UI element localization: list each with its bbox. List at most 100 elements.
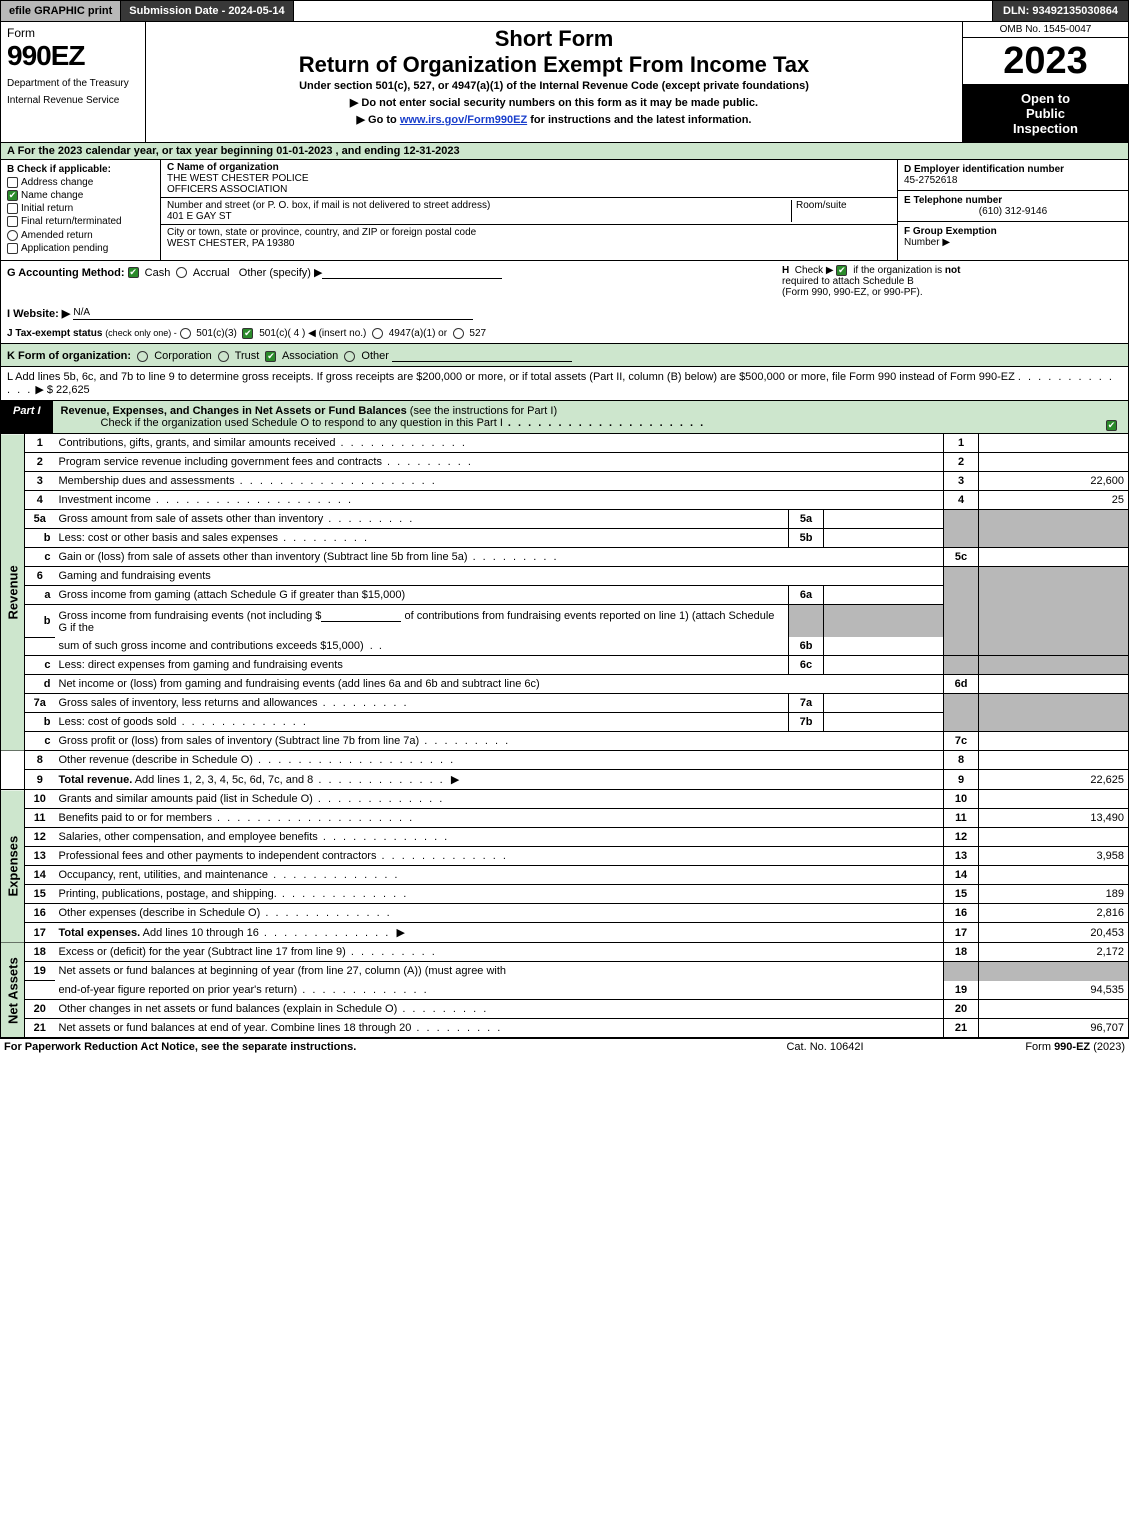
line-18-num: 18 <box>25 943 55 962</box>
application-pending-checkbox[interactable]: Application pending <box>7 243 154 254</box>
line-6a-desc: Gross income from gaming (attach Schedul… <box>59 589 406 601</box>
line-5c-numcol: 5c <box>944 548 979 567</box>
line-7a-miniblank <box>824 694 944 713</box>
part-1-schedule-o-checkbox[interactable]: ✔ <box>1098 401 1128 433</box>
line-5a-num: 5a <box>25 510 55 529</box>
form-label: Form <box>7 26 139 40</box>
address-change-checkbox[interactable]: Address change <box>7 177 154 188</box>
line-6a-num: a <box>25 586 55 605</box>
j-501c3-radio[interactable] <box>180 328 191 339</box>
l-amount: $ 22,625 <box>47 384 90 396</box>
initial-return-checkbox[interactable]: Initial return <box>7 203 154 214</box>
line-10-amount <box>979 790 1129 809</box>
line-5a-desc: Gross amount from sale of assets other t… <box>59 513 324 525</box>
efile-print-button[interactable]: efile GRAPHIC print <box>1 1 121 21</box>
title-short-form: Short Form <box>150 26 958 52</box>
line-20-amount <box>979 999 1129 1018</box>
k-corp-label: Corporation <box>154 350 211 362</box>
line-21-amount: 96,707 <box>979 1018 1129 1037</box>
line-17-num: 17 <box>25 923 55 943</box>
k-trust-radio[interactable] <box>218 351 229 362</box>
line-6c-desc: Less: direct expenses from gaming and fu… <box>59 659 343 671</box>
form-number: 990EZ <box>7 40 139 72</box>
line-6c-minicol: 6c <box>789 656 824 675</box>
irs-link[interactable]: www.irs.gov/Form990EZ <box>400 114 527 126</box>
h-checkbox[interactable]: ✔ <box>836 265 847 276</box>
line-6b-num: b <box>25 605 55 638</box>
line-1-num: 1 <box>25 434 55 453</box>
name-change-checkbox[interactable]: ✔Name change <box>7 190 154 201</box>
org-name-1: THE WEST CHESTER POLICE <box>167 173 309 184</box>
h-text3: required to attach Schedule B <box>782 276 914 287</box>
line-19-amount: 94,535 <box>979 981 1129 1000</box>
line-6d-amount <box>979 675 1129 694</box>
line-16-numcol: 16 <box>944 904 979 923</box>
j-501c3-label: 501(c)(3) <box>196 328 237 339</box>
row-k-orgform: K Form of organization: Corporation Trus… <box>0 344 1129 367</box>
line-14-num: 14 <box>25 866 55 885</box>
line-7b-miniblank <box>824 713 944 732</box>
h-label: H <box>782 265 789 276</box>
line-3-amount: 22,600 <box>979 472 1129 491</box>
instr-goto: ▶ Go to www.irs.gov/Form990EZ for instru… <box>150 113 958 126</box>
line-6b-desc1: Gross income from fundraising events (no… <box>59 610 322 622</box>
room-suite-label: Room/suite <box>796 200 847 211</box>
k-corp-radio[interactable] <box>137 351 148 362</box>
line-16-amount: 2,816 <box>979 904 1129 923</box>
line-1-desc: Contributions, gifts, grants, and simila… <box>59 437 336 449</box>
other-specify-field[interactable] <box>322 265 502 279</box>
irs-label: Internal Revenue Service <box>7 95 139 106</box>
line-7b-desc: Less: cost of goods sold <box>59 716 177 728</box>
line-6d-desc: Net income or (loss) from gaming and fun… <box>59 678 540 690</box>
row-l-grossreceipts: L Add lines 5b, 6c, and 7b to line 9 to … <box>0 367 1129 401</box>
line-5b-miniblank <box>824 529 944 548</box>
line-12-num: 12 <box>25 828 55 847</box>
h-check-text: Check ▶ <box>795 265 834 276</box>
line-5c-amount <box>979 548 1129 567</box>
ein-label: D Employer identification number <box>904 164 1064 175</box>
cash-checkbox[interactable]: ✔ <box>128 267 139 278</box>
j-note: (check only one) - <box>105 328 177 338</box>
column-b: B Check if applicable: Address change ✔N… <box>1 160 161 260</box>
line-13-num: 13 <box>25 847 55 866</box>
final-return-checkbox[interactable]: Final return/terminated <box>7 216 154 227</box>
line-6-num: 6 <box>25 567 55 586</box>
line-19-numcol: 19 <box>944 981 979 1000</box>
line-1-amount <box>979 434 1129 453</box>
line-17-desc: Add lines 10 through 16 <box>140 927 259 939</box>
submission-date-button[interactable]: Submission Date - 2024-05-14 <box>121 1 293 21</box>
inspection-notice: Open to Public Inspection <box>963 85 1128 142</box>
page-footer: For Paperwork Reduction Act Notice, see … <box>0 1038 1129 1055</box>
j-527-radio[interactable] <box>453 328 464 339</box>
line-17-numcol: 17 <box>944 923 979 943</box>
line-10-num: 10 <box>25 790 55 809</box>
line-5a-miniblank <box>824 510 944 529</box>
k-other-radio[interactable] <box>344 351 355 362</box>
line-8-num: 8 <box>25 751 55 770</box>
k-assoc-checkbox[interactable]: ✔ <box>265 351 276 362</box>
g-label: G Accounting Method: <box>7 267 125 279</box>
h-text2: if the organization is <box>853 265 942 276</box>
line-2-numcol: 2 <box>944 453 979 472</box>
line-9-num: 9 <box>25 770 55 790</box>
part-1-header: Part I Revenue, Expenses, and Changes in… <box>0 401 1129 434</box>
tax-year: 2023 <box>963 38 1128 85</box>
line-11-num: 11 <box>25 809 55 828</box>
j-501c-checkbox[interactable]: ✔ <box>242 328 253 339</box>
k-label: K Form of organization: <box>7 350 131 362</box>
j-4947-radio[interactable] <box>372 328 383 339</box>
line-13-amount: 3,958 <box>979 847 1129 866</box>
line-10-desc: Grants and similar amounts paid (list in… <box>59 793 313 805</box>
line-7c-amount <box>979 732 1129 751</box>
amended-return-checkbox[interactable]: Amended return <box>7 230 154 241</box>
line-20-desc: Other changes in net assets or fund bala… <box>59 1003 398 1015</box>
j-527-label: 527 <box>469 328 486 339</box>
line-7a-desc: Gross sales of inventory, less returns a… <box>59 697 318 709</box>
line-6a-minicol: 6a <box>789 586 824 605</box>
k-other-field[interactable] <box>392 348 572 362</box>
line-8-numcol: 8 <box>944 751 979 770</box>
topbar-spacer <box>294 1 993 21</box>
accrual-radio[interactable] <box>176 267 187 278</box>
netassets-table: Net Assets 18 Excess or (deficit) for th… <box>0 943 1129 1038</box>
line-15-num: 15 <box>25 885 55 904</box>
